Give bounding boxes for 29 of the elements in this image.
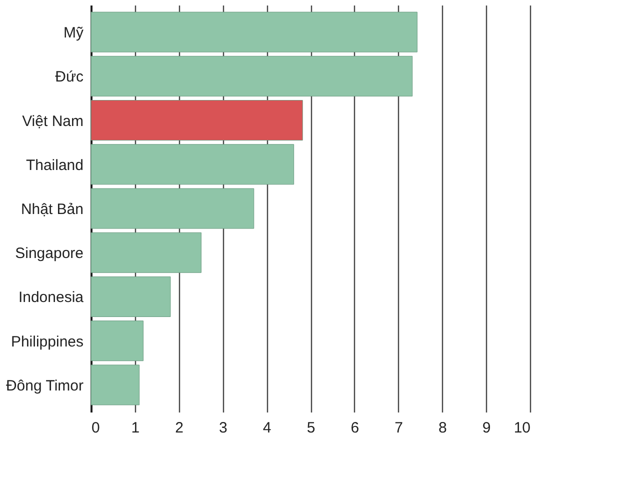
y-tick-label: Philippines (10, 333, 84, 350)
x-tick-label: 6 (350, 420, 360, 436)
y-tick-label: Singapore (15, 245, 84, 262)
bar (90, 56, 413, 96)
y-tick-label: Thailand (26, 156, 84, 174)
x-tick-label: 5 (306, 420, 316, 436)
y-tick-label: Đức (55, 68, 84, 86)
x-tick-label: 0 (92, 420, 100, 436)
x-tick-label: 8 (438, 420, 447, 436)
y-tick-label: Indonesia (18, 289, 84, 306)
x-tick-label: 9 (482, 420, 491, 436)
bar (90, 320, 144, 362)
x-tick-label: 7 (394, 420, 403, 436)
x-tick-label: 3 (219, 420, 228, 436)
bar (90, 276, 171, 317)
x-tick-label: 10 (514, 420, 530, 436)
bar (90, 144, 294, 185)
bar (90, 364, 140, 406)
x-tick-label: 2 (175, 420, 184, 436)
y-tick-label: Nhật Bản (20, 201, 84, 218)
y-tick-label: Đông Timor (6, 377, 84, 394)
x-tick-label: 1 (131, 420, 140, 436)
bar (90, 188, 254, 229)
y-tick-label: Việt Nam (22, 112, 84, 130)
x-tick-label: 4 (262, 420, 272, 436)
bar (90, 232, 202, 273)
bar (90, 12, 418, 52)
y-tick-label: Mỹ (64, 24, 84, 42)
bar (90, 100, 303, 141)
